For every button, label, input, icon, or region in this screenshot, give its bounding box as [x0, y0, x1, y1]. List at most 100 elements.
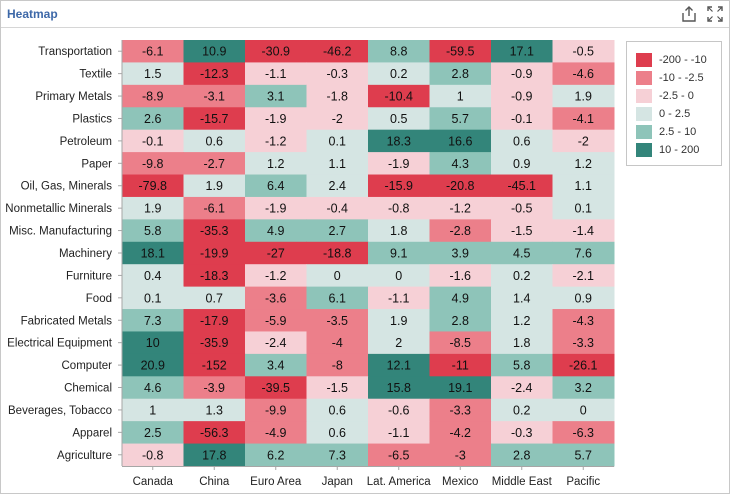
heatmap-cell[interactable] [122, 286, 184, 310]
heatmap-cell[interactable] [183, 376, 246, 400]
heatmap-cell[interactable] [429, 219, 492, 243]
heatmap-cell[interactable] [368, 84, 430, 108]
heatmap-cell[interactable] [306, 219, 369, 243]
heatmap-cell[interactable] [429, 264, 492, 288]
heatmap-cell[interactable] [491, 398, 553, 422]
heatmap-cell[interactable] [491, 421, 553, 445]
heatmap-cell[interactable] [245, 421, 307, 445]
heatmap-cell[interactable] [552, 353, 615, 377]
heatmap-cell[interactable] [183, 152, 246, 176]
heatmap-cell[interactable] [245, 219, 307, 243]
heatmap-cell[interactable] [491, 331, 553, 355]
heatmap-cell[interactable] [306, 398, 369, 422]
heatmap-cell[interactable] [491, 264, 553, 288]
heatmap-cell[interactable] [306, 443, 369, 467]
heatmap-cell[interactable] [368, 353, 430, 377]
heatmap-cell[interactable] [552, 241, 615, 265]
heatmap-cell[interactable] [429, 174, 492, 198]
heatmap-cell[interactable] [552, 376, 615, 400]
heatmap-cell[interactable] [245, 376, 307, 400]
heatmap-cell[interactable] [429, 241, 492, 265]
heatmap-cell[interactable] [552, 40, 615, 63]
heatmap-cell[interactable] [122, 129, 184, 153]
heatmap-cell[interactable] [491, 376, 553, 400]
heatmap-cell[interactable] [491, 174, 553, 198]
heatmap-cell[interactable] [306, 107, 369, 131]
heatmap-cell[interactable] [368, 443, 430, 467]
heatmap-cell[interactable] [245, 174, 307, 198]
heatmap-cell[interactable] [245, 241, 307, 265]
heatmap-cell[interactable] [245, 107, 307, 131]
heatmap-cell[interactable] [245, 129, 307, 153]
heatmap-cell[interactable] [122, 443, 184, 467]
heatmap-cell[interactable] [122, 62, 184, 86]
heatmap-cell[interactable] [552, 129, 615, 153]
heatmap-cell[interactable] [183, 241, 246, 265]
heatmap-cell[interactable] [491, 84, 553, 108]
heatmap-cell[interactable] [122, 84, 184, 108]
heatmap-cell[interactable] [552, 421, 615, 445]
heatmap-cell[interactable] [245, 443, 307, 467]
heatmap-cell[interactable] [122, 353, 184, 377]
legend-item[interactable]: 10 - 200 [636, 143, 720, 157]
heatmap-cell[interactable] [306, 241, 369, 265]
heatmap-cell[interactable] [183, 264, 246, 288]
heatmap-cell[interactable] [429, 40, 492, 63]
heatmap-cell[interactable] [122, 219, 184, 243]
heatmap-cell[interactable] [429, 309, 492, 332]
heatmap-cell[interactable] [183, 353, 246, 377]
heatmap-cell[interactable] [429, 331, 492, 355]
heatmap-cell[interactable] [245, 152, 307, 176]
heatmap-cell[interactable] [368, 331, 430, 355]
heatmap-cell[interactable] [306, 309, 369, 332]
heatmap-cell[interactable] [183, 421, 246, 445]
heatmap-cell[interactable] [552, 309, 615, 332]
heatmap-cell[interactable] [368, 152, 430, 176]
heatmap-cell[interactable] [552, 443, 615, 467]
heatmap-cell[interactable] [306, 40, 369, 63]
heatmap-cell[interactable] [429, 107, 492, 131]
heatmap-cell[interactable] [368, 219, 430, 243]
heatmap-cell[interactable] [122, 241, 184, 265]
heatmap-cell[interactable] [183, 62, 246, 86]
heatmap-cell[interactable] [491, 443, 553, 467]
heatmap-cell[interactable] [183, 40, 246, 63]
heatmap-cell[interactable] [245, 196, 307, 220]
heatmap-cell[interactable] [245, 264, 307, 288]
heatmap-cell[interactable] [491, 353, 553, 377]
heatmap-cell[interactable] [368, 376, 430, 400]
heatmap-cell[interactable] [368, 174, 430, 198]
heatmap-cell[interactable] [306, 196, 369, 220]
heatmap-cell[interactable] [122, 376, 184, 400]
heatmap-cell[interactable] [429, 376, 492, 400]
heatmap-cell[interactable] [429, 84, 492, 108]
legend-item[interactable]: 0 - 2.5 [636, 107, 720, 121]
heatmap-cell[interactable] [183, 129, 246, 153]
heatmap-cell[interactable] [552, 398, 615, 422]
heatmap-cell[interactable] [368, 62, 430, 86]
heatmap-cell[interactable] [552, 196, 615, 220]
heatmap-cell[interactable] [491, 286, 553, 310]
heatmap-cell[interactable] [552, 174, 615, 198]
heatmap-cell[interactable] [368, 309, 430, 332]
heatmap-cell[interactable] [429, 443, 492, 467]
heatmap-cell[interactable] [552, 152, 615, 176]
heatmap-cell[interactable] [122, 398, 184, 422]
heatmap-cell[interactable] [429, 421, 492, 445]
heatmap-cell[interactable] [306, 152, 369, 176]
heatmap-cell[interactable] [368, 264, 430, 288]
heatmap-cell[interactable] [245, 309, 307, 332]
heatmap-cell[interactable] [368, 398, 430, 422]
heatmap-cell[interactable] [491, 152, 553, 176]
heatmap-cell[interactable] [122, 40, 184, 63]
heatmap-cell[interactable] [491, 40, 553, 63]
heatmap-cell[interactable] [491, 107, 553, 131]
heatmap-cell[interactable] [306, 264, 369, 288]
fullscreen-icon[interactable] [706, 5, 724, 23]
heatmap-cell[interactable] [183, 286, 246, 310]
heatmap-cell[interactable] [491, 196, 553, 220]
heatmap-cell[interactable] [429, 196, 492, 220]
heatmap-cell[interactable] [122, 264, 184, 288]
heatmap-cell[interactable] [429, 398, 492, 422]
heatmap-cell[interactable] [122, 196, 184, 220]
